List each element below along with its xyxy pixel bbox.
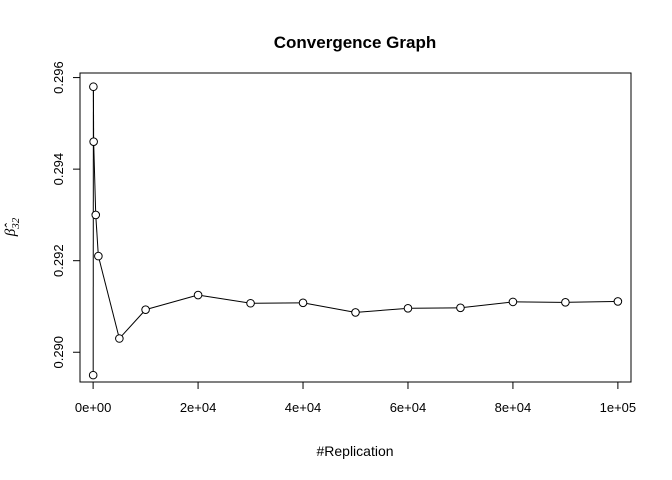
y-tick-label: 0.296 xyxy=(51,61,66,94)
data-point xyxy=(613,297,623,306)
data-point xyxy=(115,334,124,343)
y-axis-label: β̂32 xyxy=(3,217,22,237)
x-axis: 0e+00 2e+04 4e+04 6e+04 8e+04 1e+05 xyxy=(75,381,637,415)
x-tick-label: 4e+04 xyxy=(285,400,322,415)
series-segment xyxy=(95,218,99,253)
x-tick-label: 0e+00 xyxy=(75,400,112,415)
series-line xyxy=(92,90,615,372)
series-segment xyxy=(93,145,97,212)
series-segment xyxy=(464,301,510,308)
data-point xyxy=(246,298,255,308)
data-points xyxy=(88,82,623,380)
series-segment xyxy=(121,312,144,337)
y-axis-label-subscript: 32 xyxy=(10,217,22,230)
series-segment xyxy=(149,295,195,310)
data-point xyxy=(94,251,103,261)
data-point xyxy=(193,290,203,300)
data-point xyxy=(88,370,98,380)
svg-text:β̂32: β̂32 xyxy=(3,217,22,237)
data-point xyxy=(141,305,150,314)
series-segment xyxy=(569,300,615,303)
series-segment xyxy=(98,259,119,335)
y-tick-label: 0.292 xyxy=(51,244,66,277)
data-point xyxy=(508,297,518,307)
x-tick-label: 1e+05 xyxy=(600,400,637,415)
data-point xyxy=(89,82,98,92)
series-segment xyxy=(201,295,247,304)
series-segment xyxy=(359,308,405,313)
x-tick-label: 6e+04 xyxy=(390,400,427,415)
data-point xyxy=(456,303,465,313)
data-point xyxy=(351,308,360,317)
chart-title: Convergence Graph xyxy=(274,33,437,52)
y-tick-label: 0.290 xyxy=(51,336,66,369)
plot-frame xyxy=(79,72,632,383)
data-point xyxy=(403,303,413,313)
data-point xyxy=(298,298,308,308)
x-axis-label: #Replication xyxy=(316,443,393,459)
x-tick-label: 2e+04 xyxy=(180,400,217,415)
y-axis: 0.290 0.292 0.294 0.296 xyxy=(51,61,81,369)
series-segment xyxy=(306,302,352,313)
data-point xyxy=(89,137,98,146)
data-point xyxy=(91,210,101,220)
y-tick-label: 0.294 xyxy=(51,153,66,186)
data-point xyxy=(561,298,570,307)
x-tick-label: 8e+04 xyxy=(495,400,532,415)
